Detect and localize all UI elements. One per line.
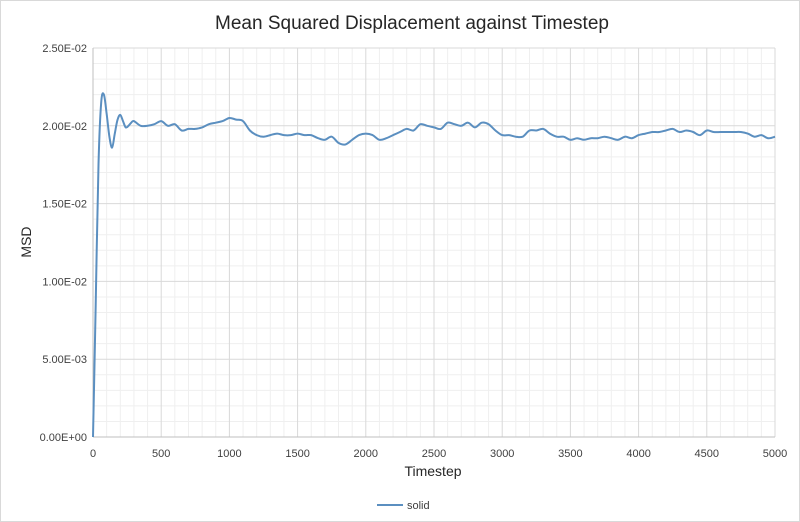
chart-title: Mean Squared Displacement against Timest… [215,13,609,34]
y-tick-label: 2.50E-02 [42,43,87,55]
x-tick-label: 1500 [285,448,309,460]
x-tick-label: 5000 [763,448,787,460]
y-tick-label: 1.50E-02 [42,199,87,211]
x-tick-label: 2000 [354,448,378,460]
x-tick-label: 2500 [422,448,446,460]
legend-label-solid: solid [407,500,430,512]
y-axis-ticks: 0.00E+00 5.00E-03 1.00E-02 1.50E-02 2.00E-02… [40,43,87,444]
y-tick-label: 0.00E+00 [40,432,87,444]
series-layer [92,92,776,438]
x-tick-label: 500 [152,448,170,460]
x-tick-label: 4500 [695,448,719,460]
y-axis-title: MSD [18,226,34,257]
legend: solid [377,500,430,512]
y-tick-label: 1.00E-02 [42,276,87,288]
x-tick-label: 0 [90,448,96,460]
x-tick-label: 3500 [558,448,582,460]
x-tick-label: 4000 [626,448,650,460]
major-gridlines [93,47,776,437]
x-tick-label: 3000 [490,448,514,460]
axes [92,48,775,438]
y-tick-label: 2.00E-02 [42,121,87,133]
x-axis-title: Timestep [404,463,461,479]
series-line-solid [92,92,776,438]
x-tick-label: 1000 [217,448,241,460]
x-axis-ticks: 0 500 1000 1500 2000 2500 3000 3500 4000 4500 5000 [90,448,787,460]
y-tick-label: 5.00E-03 [42,354,87,366]
